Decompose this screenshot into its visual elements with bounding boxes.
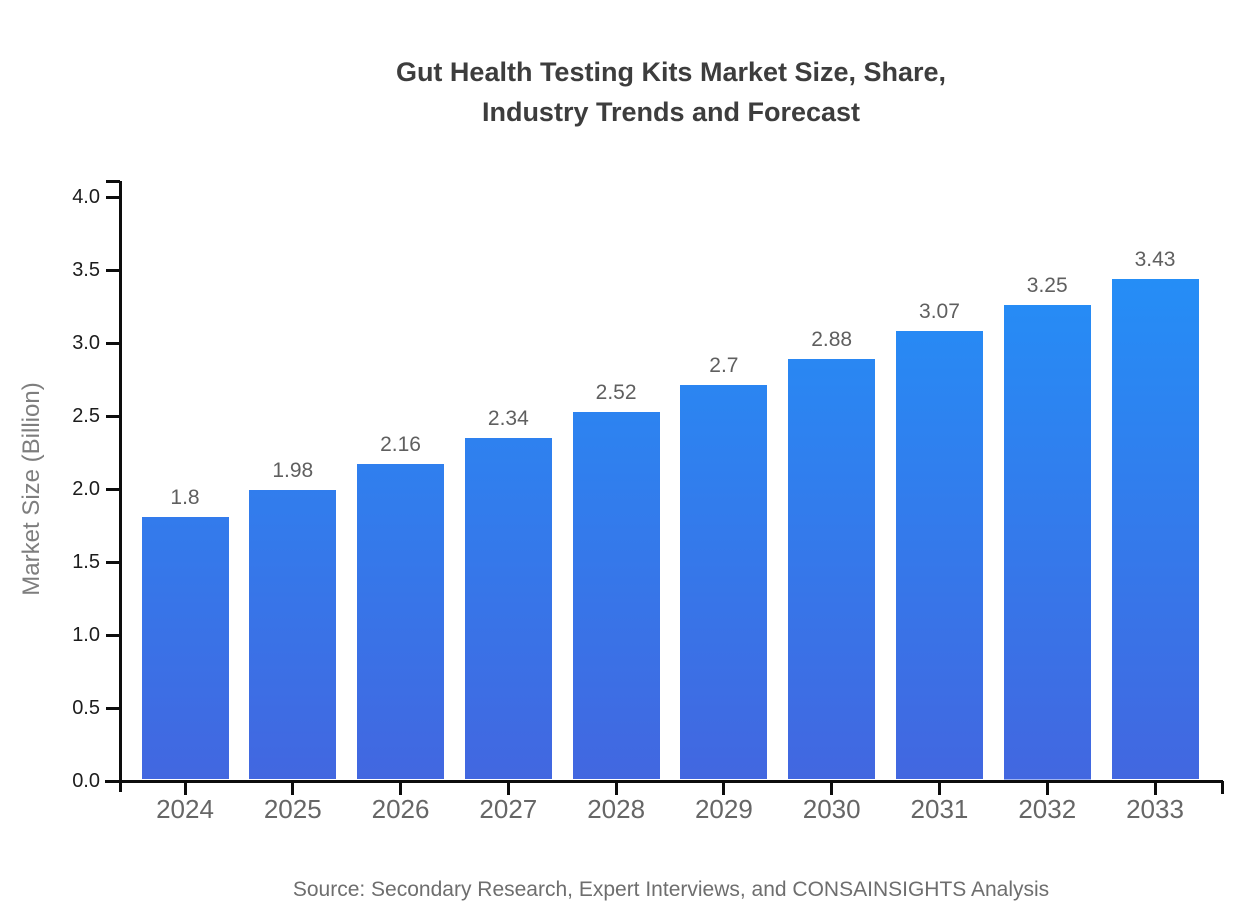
bar-2027 bbox=[464, 437, 552, 780]
chart-title-line2: Industry Trends and Forecast bbox=[481, 97, 861, 127]
y-tick-label: 0.0 bbox=[72, 770, 100, 792]
bar-2026 bbox=[357, 464, 445, 780]
bar-2032 bbox=[1003, 305, 1091, 780]
x-tick-label: 2032 bbox=[1018, 794, 1077, 824]
y-tick bbox=[106, 195, 120, 199]
bar-2030 bbox=[788, 359, 876, 780]
bar-value-label: 3.25 bbox=[1026, 274, 1068, 297]
bar-value-label: 2.88 bbox=[811, 328, 853, 352]
y-tick bbox=[106, 487, 120, 491]
y-tick-label: 1.5 bbox=[72, 551, 100, 573]
x-tick-label: 2025 bbox=[263, 794, 322, 824]
x-tick-label: 2028 bbox=[587, 794, 646, 824]
y-axis-cap bbox=[106, 179, 120, 183]
bar-2029 bbox=[680, 385, 768, 780]
bar-value-label: 2.7 bbox=[709, 354, 739, 378]
y-tick-label: 4.0 bbox=[72, 186, 100, 208]
source-attribution: Source: Secondary Research, Expert Inter… bbox=[292, 878, 1050, 901]
y-tick bbox=[106, 633, 120, 637]
x-tick-label: 2030 bbox=[802, 794, 861, 824]
y-tick bbox=[106, 268, 120, 272]
bar-value-label: 1.98 bbox=[272, 459, 314, 483]
y-tick bbox=[106, 560, 120, 564]
x-axis-cap bbox=[1220, 781, 1224, 794]
x-tick bbox=[1045, 782, 1049, 795]
chart-title-line1: Gut Health Testing Kits Market Size, Sha… bbox=[395, 57, 947, 87]
y-tick-label: 0.5 bbox=[72, 697, 100, 719]
x-tick bbox=[722, 782, 726, 795]
y-tick-label: 2.0 bbox=[72, 478, 100, 500]
x-tick bbox=[1153, 782, 1157, 795]
bar-value-label: 3.43 bbox=[1134, 247, 1176, 271]
bar-2024 bbox=[141, 516, 229, 780]
y-tick bbox=[106, 414, 120, 418]
x-tick bbox=[291, 782, 295, 795]
bar-value-label: 3.07 bbox=[919, 300, 960, 324]
bar-2033 bbox=[1111, 278, 1199, 780]
x-tick-label: 2026 bbox=[371, 794, 430, 824]
x-tick bbox=[937, 782, 941, 795]
y-tick-label: 3.5 bbox=[72, 259, 100, 281]
x-tick-label: 2033 bbox=[1126, 794, 1184, 824]
y-tick-label: 3.0 bbox=[72, 332, 100, 354]
x-axis-line bbox=[105, 779, 1223, 783]
x-tick bbox=[399, 782, 403, 795]
bar-2031 bbox=[895, 331, 983, 780]
y-tick-label: 2.5 bbox=[72, 405, 100, 427]
y-tick-label: 1.0 bbox=[72, 624, 100, 646]
bar-2025 bbox=[249, 490, 337, 780]
bar-2028 bbox=[572, 411, 660, 780]
x-tick-label: 2031 bbox=[910, 794, 969, 824]
y-tick bbox=[106, 706, 120, 710]
x-tick bbox=[830, 782, 834, 795]
x-tick-label: 2027 bbox=[479, 794, 538, 824]
x-tick-label: 2024 bbox=[156, 794, 214, 824]
x-tick-label: 2029 bbox=[694, 794, 753, 824]
x-tick bbox=[614, 782, 618, 795]
y-tick bbox=[106, 779, 120, 783]
bar-value-label: 2.34 bbox=[487, 406, 529, 430]
bar-value-label: 2.52 bbox=[595, 380, 637, 404]
chart-title: Gut Health Testing Kits Market Size, Sha… bbox=[120, 52, 1222, 132]
x-tick bbox=[183, 782, 187, 795]
y-tick bbox=[106, 341, 120, 345]
bar-value-label: 1.8 bbox=[170, 485, 200, 509]
bar-value-label: 2.16 bbox=[380, 433, 421, 457]
y-axis-line bbox=[118, 181, 122, 792]
x-tick bbox=[506, 782, 510, 795]
